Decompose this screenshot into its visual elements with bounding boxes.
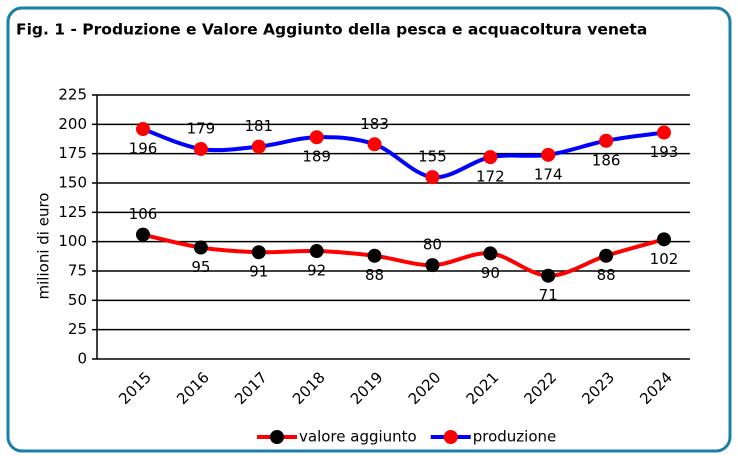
marker	[193, 240, 208, 255]
y-tick-label: 25	[68, 320, 87, 338]
series-line	[142, 232, 665, 278]
marker	[136, 122, 150, 137]
y-tick-label: 100	[58, 232, 87, 250]
marker	[657, 125, 671, 140]
data-label: 186	[592, 151, 621, 169]
marker	[136, 227, 150, 242]
legend-label: valore aggiunto	[299, 428, 417, 446]
marker	[657, 232, 671, 247]
marker	[193, 141, 208, 156]
data-label: 189	[302, 148, 331, 166]
data-label: 91	[249, 263, 268, 281]
marker	[483, 246, 498, 261]
data-label: 179	[187, 119, 216, 137]
data-label: 71	[539, 286, 558, 304]
data-label: 183	[360, 115, 389, 133]
marker	[251, 139, 266, 154]
marker	[367, 137, 382, 152]
marker	[483, 150, 498, 165]
marker	[251, 245, 266, 260]
legend-label: produzione	[473, 428, 557, 446]
marker	[425, 258, 440, 273]
data-label: 181	[244, 117, 273, 135]
data-label: 106	[129, 205, 158, 223]
data-label: 88	[365, 266, 384, 284]
y-tick-label: 150	[58, 174, 87, 192]
data-label: 80	[423, 236, 442, 254]
frame	[6, 6, 732, 453]
data-label: 174	[534, 165, 563, 183]
series-line	[142, 127, 665, 180]
marker	[309, 130, 324, 145]
marker	[367, 248, 382, 263]
data-label: 92	[307, 262, 326, 280]
legend-marker	[443, 430, 458, 444]
y-tick-label: 200	[58, 115, 87, 133]
data-label: 193	[650, 143, 679, 161]
data-label: 155	[418, 148, 447, 166]
data-label: 102	[650, 250, 679, 268]
chart-title: Fig. 1 - Produzione e Valore Aggiunto de…	[16, 21, 647, 39]
data-label: 88	[597, 266, 616, 284]
y-tick-label: 50	[68, 291, 87, 309]
y-tick-label: 225	[58, 86, 87, 104]
data-label: 95	[191, 258, 210, 276]
y-tick-label: 125	[58, 203, 87, 221]
legend-marker	[270, 430, 284, 444]
data-label: 196	[129, 140, 158, 158]
y-tick-label: 0	[77, 350, 87, 368]
y-axis-label: milioni di euro	[35, 193, 53, 300]
data-label: 90	[481, 264, 500, 282]
marker	[309, 244, 324, 259]
marker	[599, 248, 614, 263]
y-tick-label: 75	[68, 262, 87, 280]
marker	[425, 170, 440, 185]
marker	[599, 133, 614, 148]
marker	[541, 147, 556, 162]
data-label: 172	[476, 168, 505, 186]
y-tick-label: 175	[58, 144, 87, 162]
marker	[541, 268, 556, 283]
